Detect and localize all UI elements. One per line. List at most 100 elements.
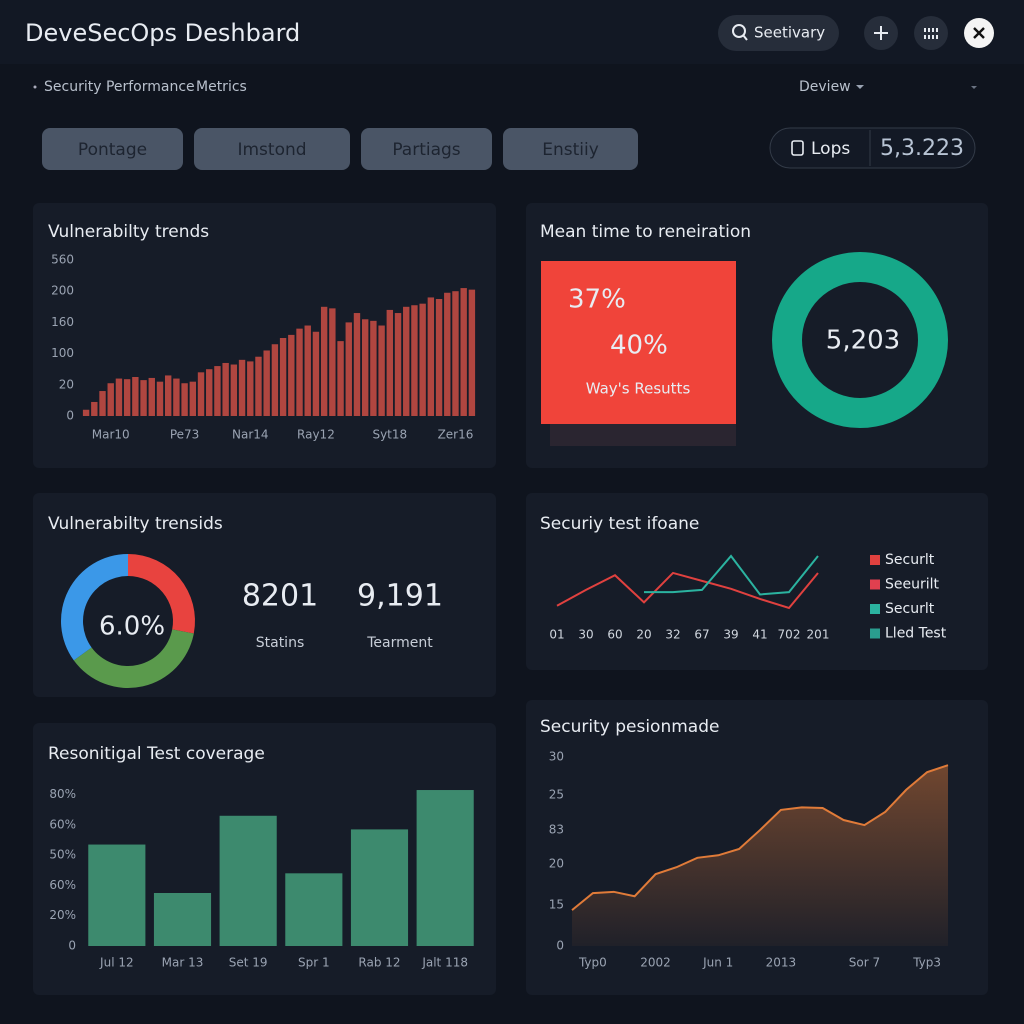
- tab[interactable]: [361, 128, 492, 170]
- bar: [285, 873, 343, 946]
- bar: [197, 372, 205, 416]
- tab[interactable]: [194, 128, 350, 170]
- y-tick-label: 30: [549, 750, 564, 764]
- bar: [416, 790, 474, 946]
- stat-value: 5,3.223: [880, 136, 964, 161]
- breadcrumb[interactable]: Security Performance: [44, 79, 195, 95]
- search-icon: [742, 34, 748, 41]
- bar: [164, 375, 172, 416]
- bar: [263, 350, 270, 416]
- x-tick-label: 01: [549, 628, 564, 642]
- bar: [419, 303, 426, 416]
- donut-segment: [128, 554, 196, 634]
- chart-title: Security pesionmade: [540, 717, 719, 737]
- stat-label: Lops: [811, 139, 850, 159]
- y-tick-label: 60%: [49, 878, 76, 892]
- bar: [222, 362, 229, 416]
- bar: [435, 299, 443, 416]
- x-tick-label: Sor 7: [849, 956, 880, 970]
- x-tick-label: Mar10: [92, 428, 130, 442]
- bar: [153, 893, 212, 946]
- apps-button[interactable]: [914, 16, 948, 50]
- bar: [304, 325, 311, 416]
- x-tick-label: 30: [578, 628, 593, 642]
- y-tick-label: 15: [549, 898, 564, 912]
- tabs: Pontage Imstond Partiags Enstiiy: [42, 128, 638, 170]
- x-tick-label: Zer16: [438, 428, 474, 442]
- y-tick-label: 20: [59, 377, 74, 391]
- donut-center-label: 6.0%: [99, 612, 165, 642]
- y-tick-label: 80%: [49, 787, 76, 801]
- tab-label: Partiags: [392, 140, 460, 160]
- donut-segment: [73, 629, 194, 688]
- legend-swatch: [870, 579, 880, 590]
- bar: [312, 331, 320, 416]
- chevron: [971, 86, 977, 89]
- bar: [394, 313, 402, 416]
- bar: [148, 377, 155, 416]
- stat-value: 8201: [242, 579, 318, 614]
- x-tick-label: Spr 1: [298, 956, 330, 970]
- bar: [132, 377, 139, 416]
- bar: [115, 378, 123, 416]
- bar: [99, 391, 106, 416]
- tab[interactable]: [42, 128, 183, 170]
- y-tick-label: 20: [549, 857, 564, 871]
- kpi-value: 37%: [568, 285, 626, 315]
- tab-label: Enstiiy: [542, 140, 599, 160]
- search-box[interactable]: [718, 15, 839, 51]
- bar: [452, 291, 459, 416]
- bar: [378, 325, 385, 416]
- x-tick-label: 67: [694, 628, 709, 642]
- bar: [206, 369, 213, 416]
- y-tick-label: 200: [51, 284, 74, 298]
- x-tick-label: Syt18: [372, 428, 407, 442]
- area-fill: [572, 765, 948, 946]
- area-line: [571, 764, 949, 911]
- stat-label: Tearment: [366, 635, 433, 651]
- bar: [296, 328, 303, 416]
- bar: [230, 364, 238, 416]
- bar: [173, 378, 180, 416]
- bar: [386, 309, 394, 416]
- bar: [460, 288, 467, 416]
- tab[interactable]: [503, 128, 638, 170]
- chart-title: Vulnerabilty trensids: [48, 514, 223, 534]
- bar: [140, 380, 147, 416]
- y-tick-label: 0: [66, 409, 74, 423]
- bar: [320, 306, 328, 416]
- y-tick-label: 50%: [49, 848, 76, 862]
- legend-label: Securlt: [885, 601, 935, 617]
- legend-label: Lled Test: [885, 626, 947, 642]
- panel-title: Mean time to reneiration: [540, 222, 751, 242]
- bar: [255, 356, 262, 416]
- x-tick-label: Rab 12: [358, 956, 400, 970]
- x-tick-label: Nar14: [232, 428, 269, 442]
- bar: [350, 829, 409, 946]
- y-tick-label: 560: [51, 253, 74, 267]
- stat-pill: [769, 127, 976, 169]
- view-dropdown[interactable]: Deview: [799, 79, 851, 95]
- stat-value: 9,191: [357, 579, 443, 614]
- bar: [123, 379, 131, 416]
- search-text: Seetivary: [754, 24, 825, 42]
- close-icon: [973, 27, 985, 39]
- legend-swatch: [870, 555, 880, 565]
- x-tick-label: 39: [723, 628, 738, 642]
- panel: [33, 493, 496, 697]
- donut-segment: [61, 554, 128, 661]
- x-tick-label: Jun 1: [702, 956, 733, 970]
- breadcrumb[interactable]: Metrics: [196, 79, 247, 95]
- bar: [271, 344, 279, 416]
- stat-label: Statins: [256, 635, 305, 651]
- bar: [337, 341, 344, 416]
- bar: [107, 383, 114, 416]
- bar: [361, 319, 369, 416]
- bar: [279, 338, 287, 416]
- kpi-caption: Way's Resutts: [586, 380, 691, 398]
- y-tick-label: 0: [556, 939, 564, 953]
- legend-swatch: [870, 604, 880, 614]
- x-tick-label: 20: [636, 628, 651, 642]
- add-icon: [874, 26, 888, 40]
